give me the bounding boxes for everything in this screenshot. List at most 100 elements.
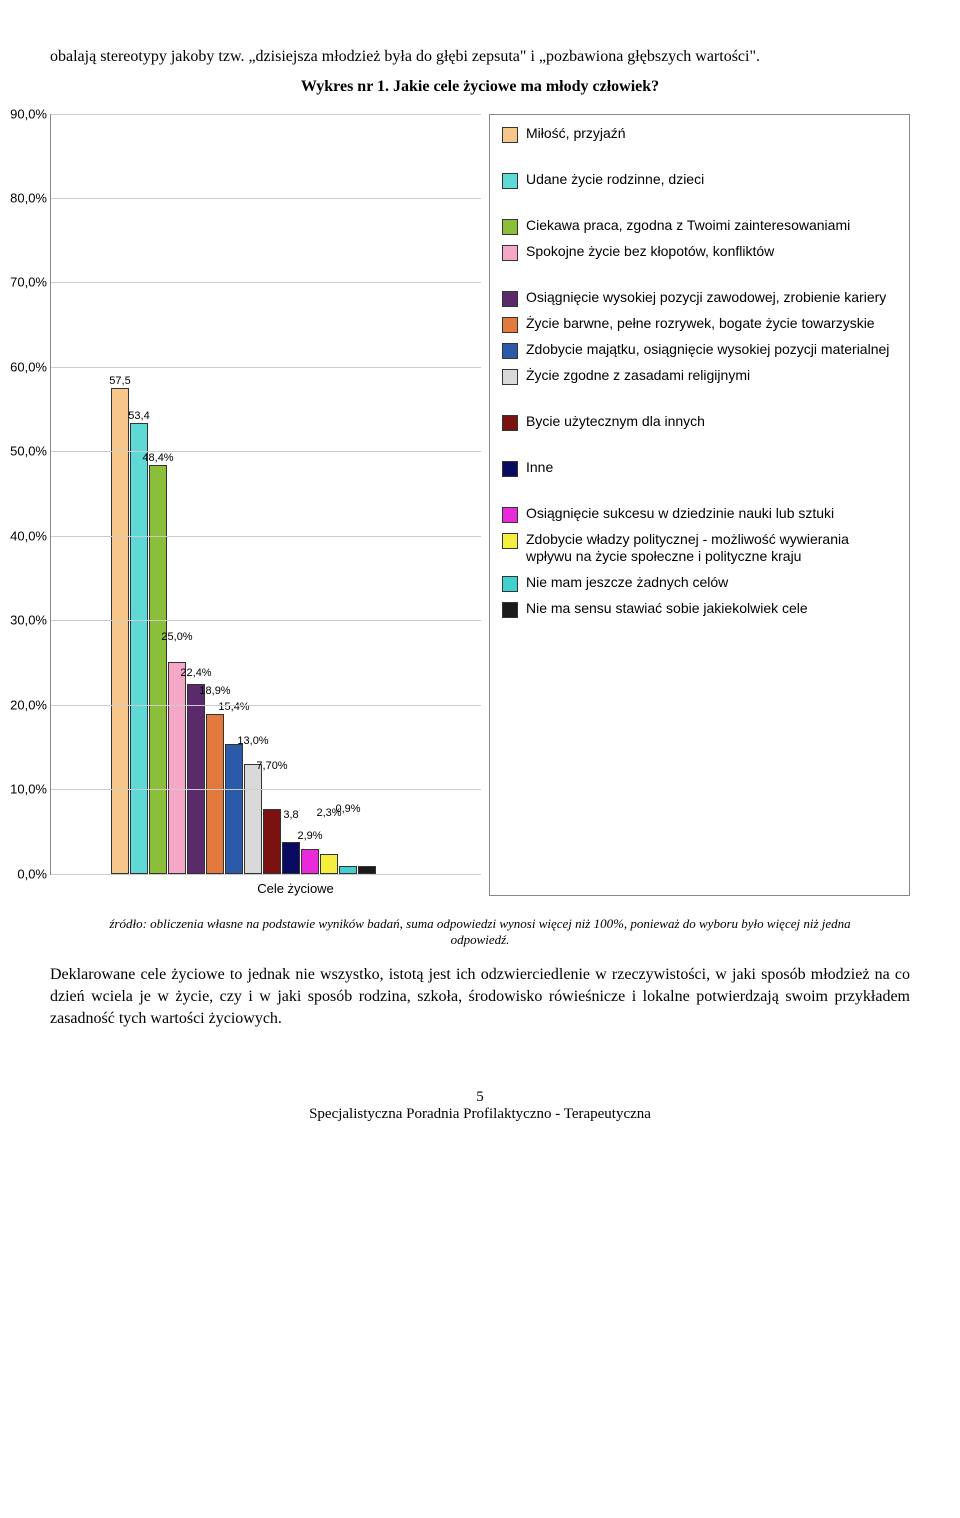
legend-gap [502,197,897,217]
bar: 3,8 [282,842,300,874]
gridline [51,451,481,452]
bar-value-label: 13,0% [237,735,268,747]
legend-swatch [502,245,518,261]
gridline [51,114,481,115]
gridline [51,282,481,283]
gridline [51,874,481,875]
bar: 13,0% [244,764,262,874]
footer-text: Specjalistyczna Poradnia Profilaktyczno … [50,1106,910,1123]
bar: 7,70% [263,809,281,874]
legend-swatch [502,369,518,385]
bar-value-label: 2,9% [297,830,322,842]
legend-label: Spokojne życie bez kłopotów, konfliktów [526,243,774,261]
bar-value-label: 53,4 [128,410,149,422]
bar: 18,9% [206,714,224,874]
legend-swatch [502,533,518,549]
bar-value-label: 57,5 [109,375,130,387]
legend-item: Osiągnięcie wysokiej pozycji zawodowej, … [502,289,897,307]
legend-item: Życie barwne, pełne rozrywek, bogate życ… [502,315,897,333]
legend-label: Zdobycie władzy politycznej - możliwość … [526,531,897,566]
intro-paragraph: obalają stereotypy jakoby tzw. „dzisiejs… [50,46,910,68]
legend-box: Miłość, przyjaźń Udane życie rodzinne, dz… [489,114,910,896]
y-tick-label: 10,0% [0,782,47,797]
legend-swatch [502,127,518,143]
legend-swatch [502,343,518,359]
legend-gap [502,269,897,289]
page-number: 5 [50,1089,910,1106]
bar: 25,0% [168,662,186,873]
legend-swatch [502,461,518,477]
legend-label: Życie zgodne z zasadami religijnymi [526,367,750,385]
x-axis-label: Cele życiowe [110,881,481,896]
chart-title: Wykres nr 1. Jakie cele życiowe ma młody… [50,78,910,96]
gridline [51,705,481,706]
gridline [51,789,481,790]
bar-value-label: 25,0% [161,631,192,643]
legend-label: Miłość, przyjaźń [526,125,626,143]
bar: 2,9% [301,849,319,873]
bar: 2,3% [320,854,338,873]
legend-label: Zdobycie majątku, osiągnięcie wysokiej p… [526,341,889,359]
y-tick-label: 0,0% [0,866,47,881]
legend-label: Nie mam jeszcze żadnych celów [526,574,728,592]
gridline [51,620,481,621]
chart-container: 57,553,448,4%25,0%22,4%18,9%15,4%13,0%7,… [50,114,910,896]
bar-value-label: 15,4% [218,701,249,713]
legend-label: Osiągnięcie sukcesu w dziedzinie nauki l… [526,505,834,523]
source-note: źródło: obliczenia własne na podstawie w… [90,916,870,950]
bar: 0,9% [339,866,357,874]
legend-label: Udane życie rodzinne, dzieci [526,171,704,189]
legend-label: Osiągnięcie wysokiej pozycji zawodowej, … [526,289,886,307]
bars-group: 57,553,448,4%25,0%22,4%18,9%15,4%13,0%7,… [111,114,377,874]
y-tick-label: 90,0% [0,106,47,121]
gridline [51,367,481,368]
legend-item: Zdobycie władzy politycznej - możliwość … [502,531,897,566]
legend-swatch [502,317,518,333]
legend-item: Bycie użytecznym dla innych [502,413,897,431]
bar: 57,5 [111,388,129,874]
legend-item: Zdobycie majątku, osiągnięcie wysokiej p… [502,341,897,359]
legend-item: Nie ma sensu stawiać sobie jakiekolwiek … [502,600,897,618]
legend-item: Nie mam jeszcze żadnych celów [502,574,897,592]
legend-swatch [502,576,518,592]
gridline [51,536,481,537]
legend-item: Ciekawa praca, zgodna z Twoimi zainteres… [502,217,897,235]
bar: 15,4% [225,744,243,874]
legend-item: Miłość, przyjaźń [502,125,897,143]
y-tick-label: 40,0% [0,528,47,543]
legend-gap [502,393,897,413]
legend-label: Inne [526,459,553,477]
bar-value-label: 7,70% [256,760,287,772]
legend-label: Bycie użytecznym dla innych [526,413,705,431]
bar-value-label: 18,9% [199,685,230,697]
legend-item: Spokojne życie bez kłopotów, konfliktów [502,243,897,261]
legend-label: Ciekawa praca, zgodna z Twoimi zainteres… [526,217,850,235]
legend-item: Osiągnięcie sukcesu w dziedzinie nauki l… [502,505,897,523]
y-tick-label: 20,0% [0,697,47,712]
legend-gap [502,151,897,171]
legend-swatch [502,507,518,523]
chart-left: 57,553,448,4%25,0%22,4%18,9%15,4%13,0%7,… [50,114,481,896]
legend-swatch [502,415,518,431]
bar [358,866,376,874]
y-tick-label: 70,0% [0,275,47,290]
legend-swatch [502,173,518,189]
legend-gap [502,439,897,459]
gridline [51,198,481,199]
legend-gap [502,485,897,505]
bar: 48,4% [149,465,167,874]
legend-label: Życie barwne, pełne rozrywek, bogate życ… [526,315,875,333]
legend-item: Inne [502,459,897,477]
legend-item: Życie zgodne z zasadami religijnymi [502,367,897,385]
bar-value-label: 0,9% [335,803,360,815]
legend-swatch [502,219,518,235]
legend-swatch [502,291,518,307]
y-tick-label: 80,0% [0,191,47,206]
bar: 53,4 [130,423,148,874]
y-tick-label: 30,0% [0,613,47,628]
body-paragraph: Deklarowane cele życiowe to jednak nie w… [50,964,910,1029]
legend-item: Udane życie rodzinne, dzieci [502,171,897,189]
legend-label: Nie ma sensu stawiać sobie jakiekolwiek … [526,600,808,618]
bar-value-label: 48,4% [142,452,173,464]
y-tick-label: 60,0% [0,359,47,374]
